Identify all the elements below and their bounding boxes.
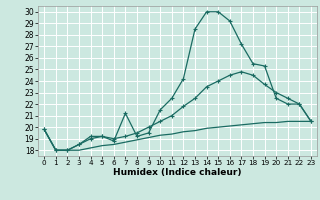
X-axis label: Humidex (Indice chaleur): Humidex (Indice chaleur) bbox=[113, 168, 242, 177]
